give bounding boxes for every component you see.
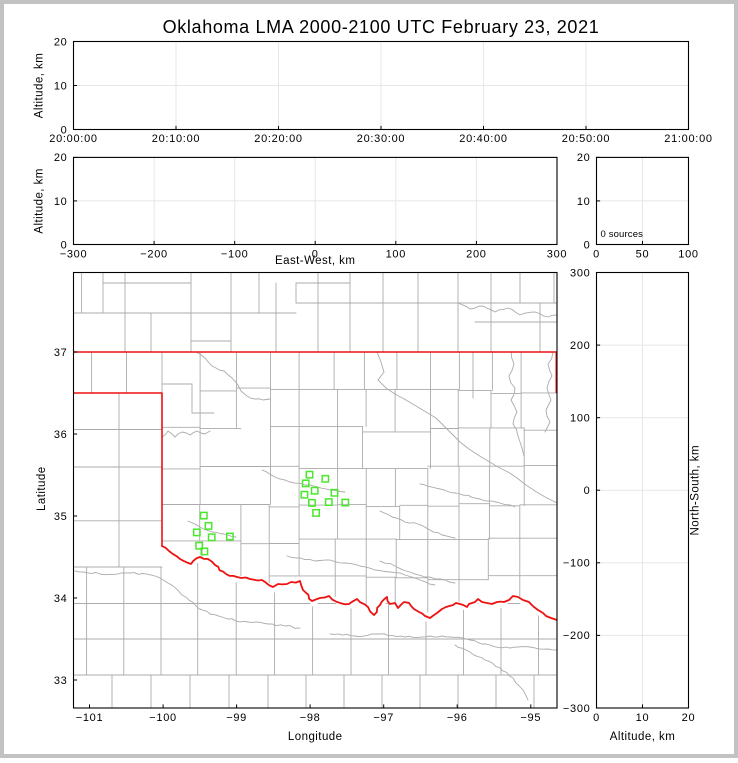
svg-text:−96: −96	[447, 712, 468, 724]
svg-text:−200: −200	[563, 630, 591, 642]
svg-text:33: 33	[54, 675, 68, 687]
svg-text:21:00:00: 21:00:00	[664, 133, 712, 145]
svg-text:Altitude, km: Altitude, km	[34, 168, 46, 233]
svg-text:−100: −100	[221, 248, 249, 260]
svg-text:20:10:00: 20:10:00	[152, 133, 200, 145]
svg-text:0: 0	[61, 239, 68, 251]
svg-text:10: 10	[577, 196, 591, 208]
svg-text:−300: −300	[563, 703, 591, 715]
svg-text:0: 0	[593, 248, 600, 260]
svg-text:100: 100	[386, 248, 406, 260]
svg-text:Altitude, km: Altitude, km	[610, 731, 675, 743]
svg-text:−100: −100	[563, 558, 591, 570]
svg-text:North-South, km: North-South, km	[690, 445, 702, 535]
svg-text:Altitude, km: Altitude, km	[34, 53, 46, 118]
svg-text:−300: −300	[60, 248, 88, 260]
svg-text:Latitude: Latitude	[36, 466, 48, 511]
svg-text:10: 10	[636, 712, 650, 724]
svg-text:100: 100	[570, 413, 590, 425]
svg-text:300: 300	[570, 267, 590, 279]
svg-text:0: 0	[584, 239, 591, 251]
svg-text:0 sources: 0 sources	[601, 229, 644, 240]
svg-text:100: 100	[678, 248, 698, 260]
svg-text:200: 200	[570, 340, 590, 352]
svg-text:20: 20	[682, 712, 696, 724]
svg-text:20: 20	[54, 36, 68, 48]
svg-text:20:40:00: 20:40:00	[459, 133, 507, 145]
svg-text:0: 0	[584, 485, 591, 497]
svg-text:20:30:00: 20:30:00	[357, 133, 405, 145]
svg-text:−99: −99	[226, 712, 247, 724]
svg-text:0: 0	[593, 712, 600, 724]
svg-text:−98: −98	[300, 712, 321, 724]
svg-text:34: 34	[54, 593, 68, 605]
svg-text:37: 37	[54, 347, 68, 359]
svg-text:35: 35	[54, 511, 68, 523]
svg-text:Oklahoma LMA 2000-2100 UTC Feb: Oklahoma LMA 2000-2100 UTC February 23, …	[163, 17, 600, 37]
svg-text:−101: −101	[76, 712, 104, 724]
svg-text:20: 20	[577, 152, 591, 164]
svg-text:East-West, km: East-West, km	[275, 255, 355, 267]
svg-text:10: 10	[54, 196, 68, 208]
svg-text:20:50:00: 20:50:00	[562, 133, 610, 145]
svg-text:0: 0	[312, 248, 319, 260]
svg-text:−95: −95	[520, 712, 541, 724]
svg-text:200: 200	[466, 248, 486, 260]
svg-text:Longitude: Longitude	[288, 731, 343, 743]
svg-text:300: 300	[547, 248, 567, 260]
svg-text:36: 36	[54, 429, 68, 441]
svg-text:20: 20	[54, 152, 68, 164]
svg-text:20:20:00: 20:20:00	[254, 133, 302, 145]
svg-text:50: 50	[636, 248, 650, 260]
svg-text:−200: −200	[140, 248, 168, 260]
svg-text:10: 10	[54, 80, 68, 92]
svg-text:−97: −97	[373, 712, 394, 724]
svg-text:0: 0	[61, 124, 68, 136]
svg-text:20:00:00: 20:00:00	[49, 133, 97, 145]
svg-text:−100: −100	[149, 712, 177, 724]
